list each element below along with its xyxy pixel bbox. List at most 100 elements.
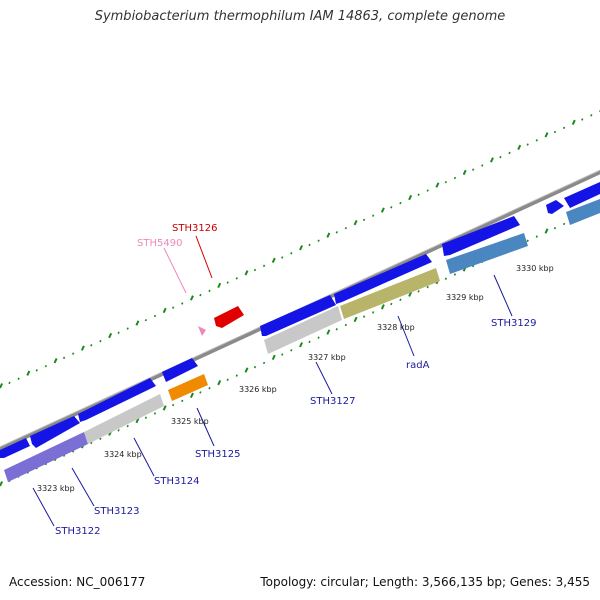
scale-tick-label: 3327 kbp	[308, 353, 346, 362]
scale-dot	[153, 314, 157, 318]
gene-label-STH3125[interactable]: STH3125	[195, 449, 240, 460]
cog-band[interactable]	[340, 268, 440, 319]
scale-dot	[372, 214, 375, 217]
scale-tick-label: 3329 kbp	[446, 293, 484, 302]
scale-dot	[290, 349, 293, 352]
scale-dot	[90, 344, 93, 347]
cog-band[interactable]	[4, 432, 88, 482]
scale-dot	[190, 295, 194, 301]
scale-dot	[462, 169, 467, 176]
cds-arrow[interactable]	[260, 295, 336, 336]
scale-dot	[444, 180, 448, 184]
scale-dot	[44, 364, 48, 368]
gene-label-radA[interactable]: radA	[406, 360, 430, 371]
scale-dot	[271, 257, 276, 263]
scale-dot	[290, 252, 293, 255]
scale-dot	[108, 332, 113, 339]
cds-arrow[interactable]	[334, 254, 432, 304]
scale-dot	[581, 118, 584, 121]
cds-arrow[interactable]	[30, 416, 80, 448]
scale-dot	[590, 114, 593, 117]
scale-dot	[535, 235, 538, 238]
scale-dot	[172, 306, 175, 309]
cds-arrow[interactable]	[0, 438, 30, 458]
rna-feature-STH5490[interactable]	[198, 326, 206, 336]
scale-dot	[117, 331, 120, 334]
scale-dot	[35, 369, 38, 372]
scale-dot	[526, 143, 529, 146]
label-leaders	[32, 235, 513, 527]
gene-label-STH3129[interactable]: STH3129	[491, 318, 536, 329]
cog-band[interactable]	[566, 199, 600, 225]
scale-dot	[135, 320, 140, 326]
scale-dot	[208, 386, 211, 390]
scale-tick-label: 3324 kbp	[104, 450, 142, 459]
scale-dot	[399, 201, 402, 205]
cog-band[interactable]	[264, 306, 342, 354]
scale-dot	[435, 182, 440, 188]
scale-dot	[544, 132, 549, 138]
scale-dot	[299, 342, 304, 348]
forward-cds-track	[0, 182, 600, 458]
scale-dot	[253, 268, 257, 272]
scale-dot	[144, 318, 148, 322]
scale-dot	[271, 354, 276, 361]
scale-tick-label: 3325 kbp	[171, 417, 209, 426]
scale-dot	[144, 416, 148, 419]
scale-dot	[0, 481, 4, 487]
gene-label-STH3123[interactable]: STH3123	[94, 506, 139, 517]
rna-feature-STH3126[interactable]	[214, 306, 244, 328]
scale-dot	[335, 328, 338, 331]
scale-dot	[490, 157, 494, 163]
cog-band[interactable]	[446, 233, 528, 274]
cog-band[interactable]	[84, 394, 164, 444]
scale-dot	[535, 139, 538, 142]
scale-dot	[453, 176, 457, 180]
scale-dot	[244, 270, 249, 276]
gene-label-STH3122[interactable]: STH3122	[55, 526, 100, 537]
scale-dot	[380, 207, 385, 213]
scale-dot	[17, 377, 20, 380]
scale-dot	[281, 353, 284, 356]
scale-dot	[472, 168, 475, 171]
cds-arrow[interactable]	[546, 200, 564, 214]
cds-arrow[interactable]	[78, 378, 156, 422]
scale-dot	[326, 329, 331, 335]
scale-dot	[326, 232, 331, 238]
cds-arrow[interactable]	[564, 182, 600, 208]
scale-dot	[226, 281, 229, 284]
cog-band[interactable]	[168, 374, 208, 401]
scale-dot	[544, 228, 549, 234]
gene-label-STH3127[interactable]: STH3127	[310, 396, 355, 407]
cds-arrow[interactable]	[442, 216, 520, 256]
scale-dot	[399, 298, 402, 302]
gene-label-STH3126[interactable]: STH3126	[172, 223, 217, 234]
scale-dot	[199, 293, 202, 297]
gene-label-STH3124[interactable]: STH3124	[154, 476, 199, 487]
scale-dot	[172, 403, 175, 407]
scale-dot	[481, 164, 484, 167]
scale-dot	[499, 155, 502, 159]
scale-dot	[153, 412, 157, 415]
scale-dot	[162, 405, 167, 411]
scale-dot	[99, 339, 102, 343]
scale-dot	[517, 144, 522, 151]
gene-label-STH5490[interactable]: STH5490	[137, 238, 182, 249]
cds-arrow[interactable]	[162, 358, 198, 382]
scale-dot	[308, 340, 311, 344]
scale-dot	[181, 399, 184, 403]
scale-dot	[453, 273, 457, 276]
scale-dot	[117, 429, 120, 432]
scale-dot	[190, 392, 194, 398]
scale-dot	[317, 336, 320, 339]
scale-dot	[308, 243, 311, 247]
accession-text: Accession: NC_006177	[9, 575, 146, 589]
scale-dot	[390, 206, 393, 209]
scale-dot	[208, 289, 211, 293]
scale-dot	[253, 365, 257, 369]
scale-dot	[262, 264, 266, 268]
scale-dot	[562, 222, 566, 226]
scale-dot	[571, 119, 576, 125]
